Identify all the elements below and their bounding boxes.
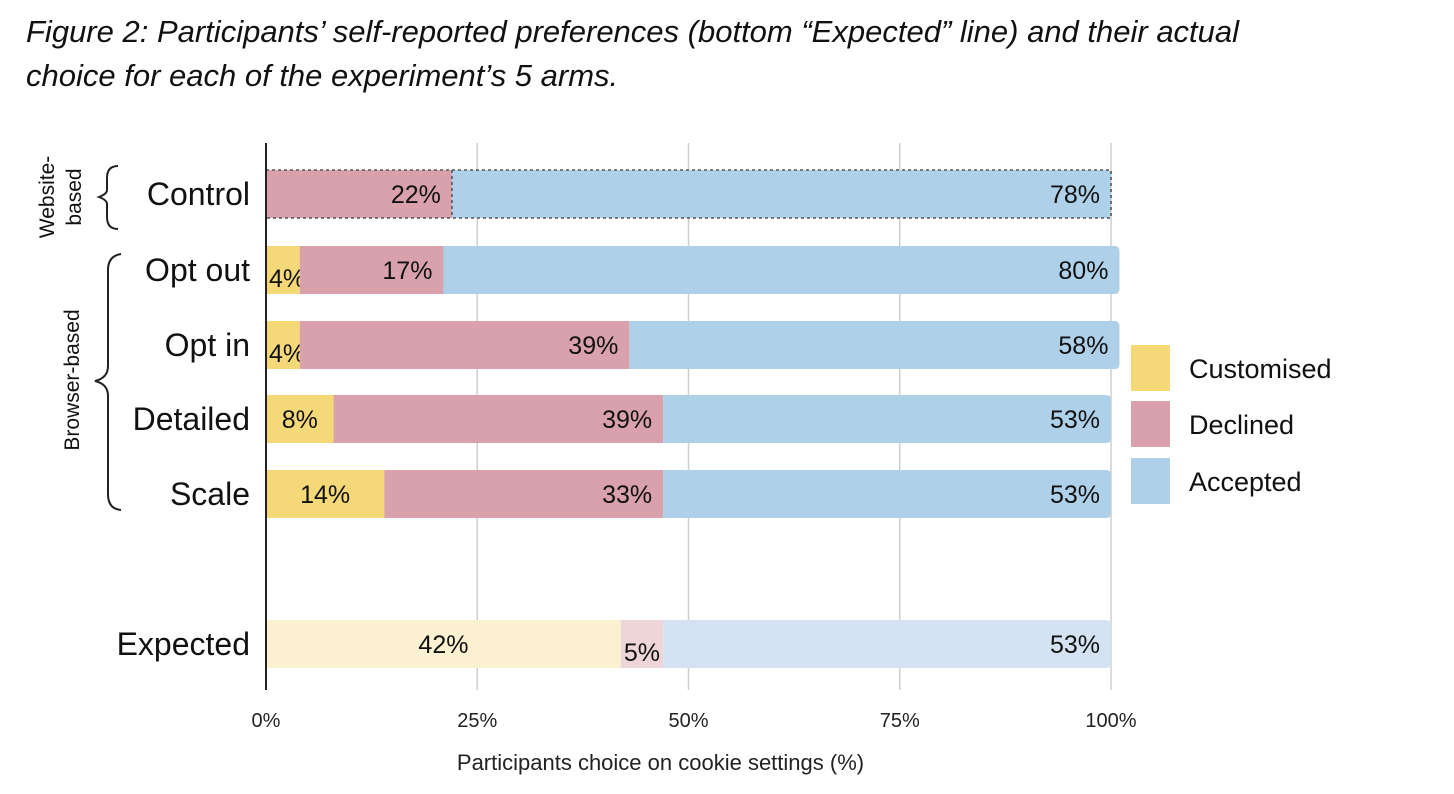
legend-label-accepted: Accepted <box>1189 467 1302 497</box>
category-label-expected: Expected <box>117 626 250 662</box>
data-label-opt-out-declined: 17% <box>382 257 432 285</box>
bar-opt-in-declined <box>299 321 630 369</box>
bar-detailed-customised <box>266 395 334 443</box>
data-label-expected-declined: 5% <box>624 639 660 667</box>
group-label-website-line1: Website- <box>36 156 59 238</box>
category-label-opt-out: Opt out <box>145 252 250 288</box>
legend-label-declined: Declined <box>1189 410 1294 440</box>
bar-scale-customised <box>266 470 385 518</box>
data-label-control-accepted: 78% <box>1050 181 1100 209</box>
category-label-opt-in: Opt in <box>165 327 250 363</box>
x-tick-label-0: 0% <box>252 710 281 732</box>
bar-opt-in-accepted <box>629 321 1120 369</box>
category-label-control: Control <box>147 176 250 212</box>
bar-opt-out-accepted <box>443 246 1120 294</box>
data-label-scale-customised: 14% <box>300 481 350 509</box>
group-label-browser-based: Browser-based <box>61 309 84 450</box>
data-label-opt-in-declined: 39% <box>568 332 618 360</box>
legend-swatch-customised <box>1131 345 1170 391</box>
data-label-control-declined: 22% <box>391 181 441 209</box>
x-axis-title: Participants choice on cookie settings (… <box>457 750 864 775</box>
legend-swatch-accepted <box>1131 458 1170 504</box>
x-tick-label-25: 25% <box>457 710 497 732</box>
caption-line-2: choice for each of the experiment’s 5 ar… <box>26 58 619 93</box>
x-tick-label-100: 100% <box>1085 710 1136 732</box>
group-brace-website-based <box>96 165 119 230</box>
bar-expected-declined <box>620 620 664 668</box>
x-tick-label-75: 75% <box>880 710 920 732</box>
bar-opt-out-declined <box>299 246 444 294</box>
bar-opt-in-customised <box>266 321 300 369</box>
bar-expected-customised <box>266 620 621 668</box>
category-label-detailed: Detailed <box>133 401 250 437</box>
data-label-detailed-accepted: 53% <box>1050 406 1100 434</box>
bar-control-accepted <box>451 170 1111 218</box>
data-label-opt-in-customised: 4% <box>269 340 305 368</box>
control-row-outline <box>265 169 1112 219</box>
bar-detailed-accepted <box>663 395 1111 443</box>
data-label-detailed-customised: 8% <box>282 406 318 434</box>
figure-caption: Figure 2: Participants’ self-reported pr… <box>26 10 1426 98</box>
group-label-website-line2: based <box>63 168 86 225</box>
x-tick-label-50: 50% <box>668 710 708 732</box>
data-label-opt-out-customised: 4% <box>269 265 305 293</box>
legend-label-customised: Customised <box>1189 354 1332 384</box>
caption-line-1: Figure 2: Participants’ self-reported pr… <box>26 14 1240 49</box>
data-label-opt-out-accepted: 80% <box>1058 257 1108 285</box>
data-label-opt-in-accepted: 58% <box>1058 332 1108 360</box>
legend-swatch-declined <box>1131 401 1170 447</box>
bar-opt-out-customised <box>266 246 300 294</box>
bar-detailed-declined <box>333 395 664 443</box>
data-label-scale-declined: 33% <box>602 481 652 509</box>
bar-scale-accepted <box>663 470 1111 518</box>
group-brace-browser-based <box>94 253 122 511</box>
data-label-expected-customised: 42% <box>418 631 468 659</box>
data-label-detailed-declined: 39% <box>602 406 652 434</box>
category-label-scale: Scale <box>170 476 250 512</box>
data-label-scale-accepted: 53% <box>1050 481 1100 509</box>
bar-expected-accepted <box>663 620 1111 668</box>
bar-scale-declined <box>384 470 664 518</box>
data-label-expected-accepted: 53% <box>1050 631 1100 659</box>
bar-control-declined <box>266 170 452 218</box>
